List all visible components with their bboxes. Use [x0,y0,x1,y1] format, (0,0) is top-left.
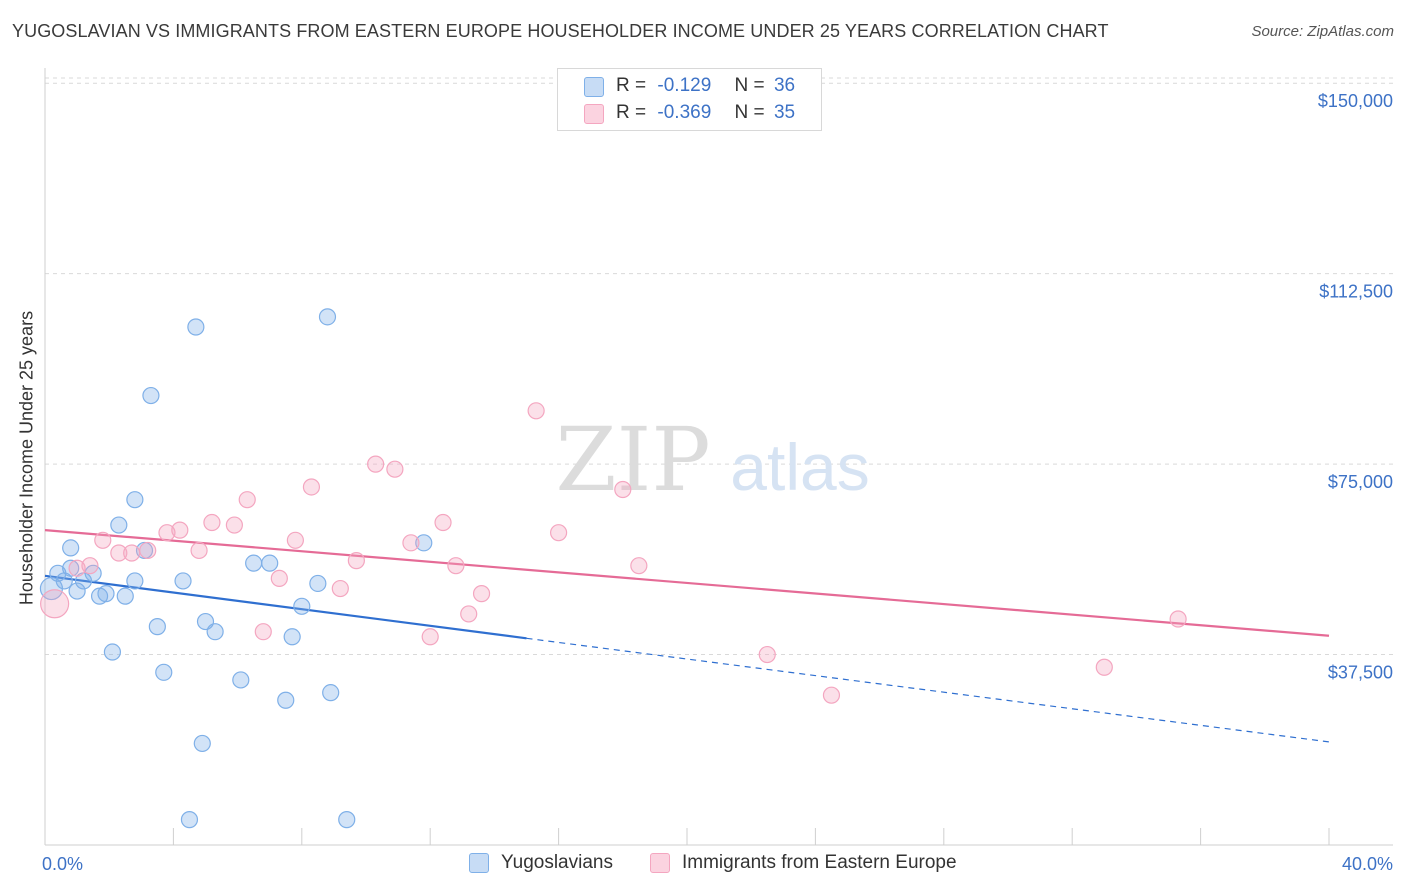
chart-title: YUGOSLAVIAN VS IMMIGRANTS FROM EASTERN E… [12,21,1109,41]
correlation-legend: R = -0.129 N = 36 R = -0.369 N = 35 [557,68,822,131]
legend-r-label: R = [616,102,647,123]
yugoslavians-point [155,663,173,681]
yugoslavians-point [62,559,80,577]
immigrants-point [190,541,208,560]
legend-r-value: -0.129 [657,75,712,96]
yugoslavians-point [309,574,327,593]
immigrants-point [347,552,365,570]
yugoslavians-point [116,587,134,605]
immigrants-point [94,531,112,549]
immigrants-point [460,605,478,623]
immigrants-point [110,544,128,562]
axes [44,68,1393,846]
legend-n-value: 35 [773,102,796,123]
legend-r-value: -0.369 [657,102,712,123]
immigrants-point [1169,610,1187,628]
x-tick-label: 0.0% [42,854,83,874]
watermark-atlas: atlas [730,430,869,504]
immigrants-point [302,478,321,496]
y-tick-labels: $37,500 $75,000 $112,500 $150,000 [1318,91,1393,682]
immigrants-point [238,491,256,509]
legend-r-label: R = [616,75,647,96]
immigrants-swatch [650,853,670,873]
yugoslavians-point [68,582,86,600]
yugoslavians-point [277,691,295,709]
immigrants-point [171,521,189,539]
immigrants-point [367,455,385,473]
immigrants-point [527,402,545,420]
immigrants-point [386,460,404,478]
yugoslavians-swatch [584,77,604,97]
yugoslavians-point [206,623,224,641]
yugoslavians-point [322,684,340,702]
series-name: Yugoslavians [501,852,613,873]
y-tick-label: $75,000 [1328,472,1393,492]
source-label: Source: ZipAtlas.com [1251,23,1394,40]
yugoslavians-trend-line [44,574,527,640]
x-tick-labels: 0.0% 40.0% [42,854,1393,874]
yugoslavians-point [148,618,166,636]
immigrants-swatch [584,104,604,124]
legend-n-label: N = [734,75,765,96]
yugoslavians-point [62,539,80,557]
yugoslavians-point [187,318,205,336]
yugoslavians-swatch [469,853,489,873]
y-tick-label: $150,000 [1318,91,1393,111]
immigrants-point [434,513,452,532]
trend-lines [44,529,1330,743]
immigrants-point [402,534,420,552]
immigrants-trend-line [44,529,1330,637]
immigrants-point [68,559,86,577]
immigrants-point [123,544,141,562]
immigrants-point [331,579,349,598]
immigrants-point [254,623,272,641]
yugoslavians-point [126,572,144,590]
immigrants-point [139,541,157,560]
x-tick-label: 40.0% [1342,854,1393,874]
yugoslavians-point [232,671,250,689]
yugoslavians-point [110,516,128,534]
yugoslavians-point [283,628,301,646]
immigrants-point [158,524,176,542]
yugoslavians-trend-extension [526,637,1330,743]
yugoslavians-point [293,597,311,615]
immigrants-point [270,569,288,587]
immigrants-point [286,531,304,549]
immigrants-point [1095,658,1113,676]
yugoslavians-point [415,534,433,552]
yugoslavians-point [97,585,115,603]
immigrants-point [822,686,841,704]
immigrants-point [614,480,632,499]
yugoslavians-point [338,811,356,829]
immigrants-point [447,557,465,575]
legend-n-value: 36 [773,75,796,96]
immigrants-point [630,557,648,575]
yugoslavians-point [174,572,192,590]
watermark-zip: ZIP [555,408,710,511]
y-tick-label: $37,500 [1328,663,1393,683]
immigrants-point [549,524,568,542]
series-name: Immigrants from Eastern Europe [682,852,957,873]
yugoslavians-point [142,386,160,405]
watermark: ZIP atlas [555,408,869,511]
immigrants-point [758,645,776,664]
immigrants-point [472,585,491,603]
yugoslavians-point [103,643,122,661]
yugoslavians-point [193,734,211,753]
yugoslavians-point [126,491,144,509]
immigrants-point [203,513,221,532]
y-tick-label: $112,500 [1319,282,1393,302]
legend-n-label: N = [734,102,765,123]
immigrants-point [421,628,439,646]
yugoslavians-point [180,811,199,829]
immigrants-point [40,589,70,619]
yugoslavians-point [261,554,279,572]
yugoslavians-point [318,308,337,326]
yugoslavians-point [245,554,263,572]
data-points [39,308,1187,829]
immigrants-point [225,516,243,534]
immigrants-point [81,557,99,575]
